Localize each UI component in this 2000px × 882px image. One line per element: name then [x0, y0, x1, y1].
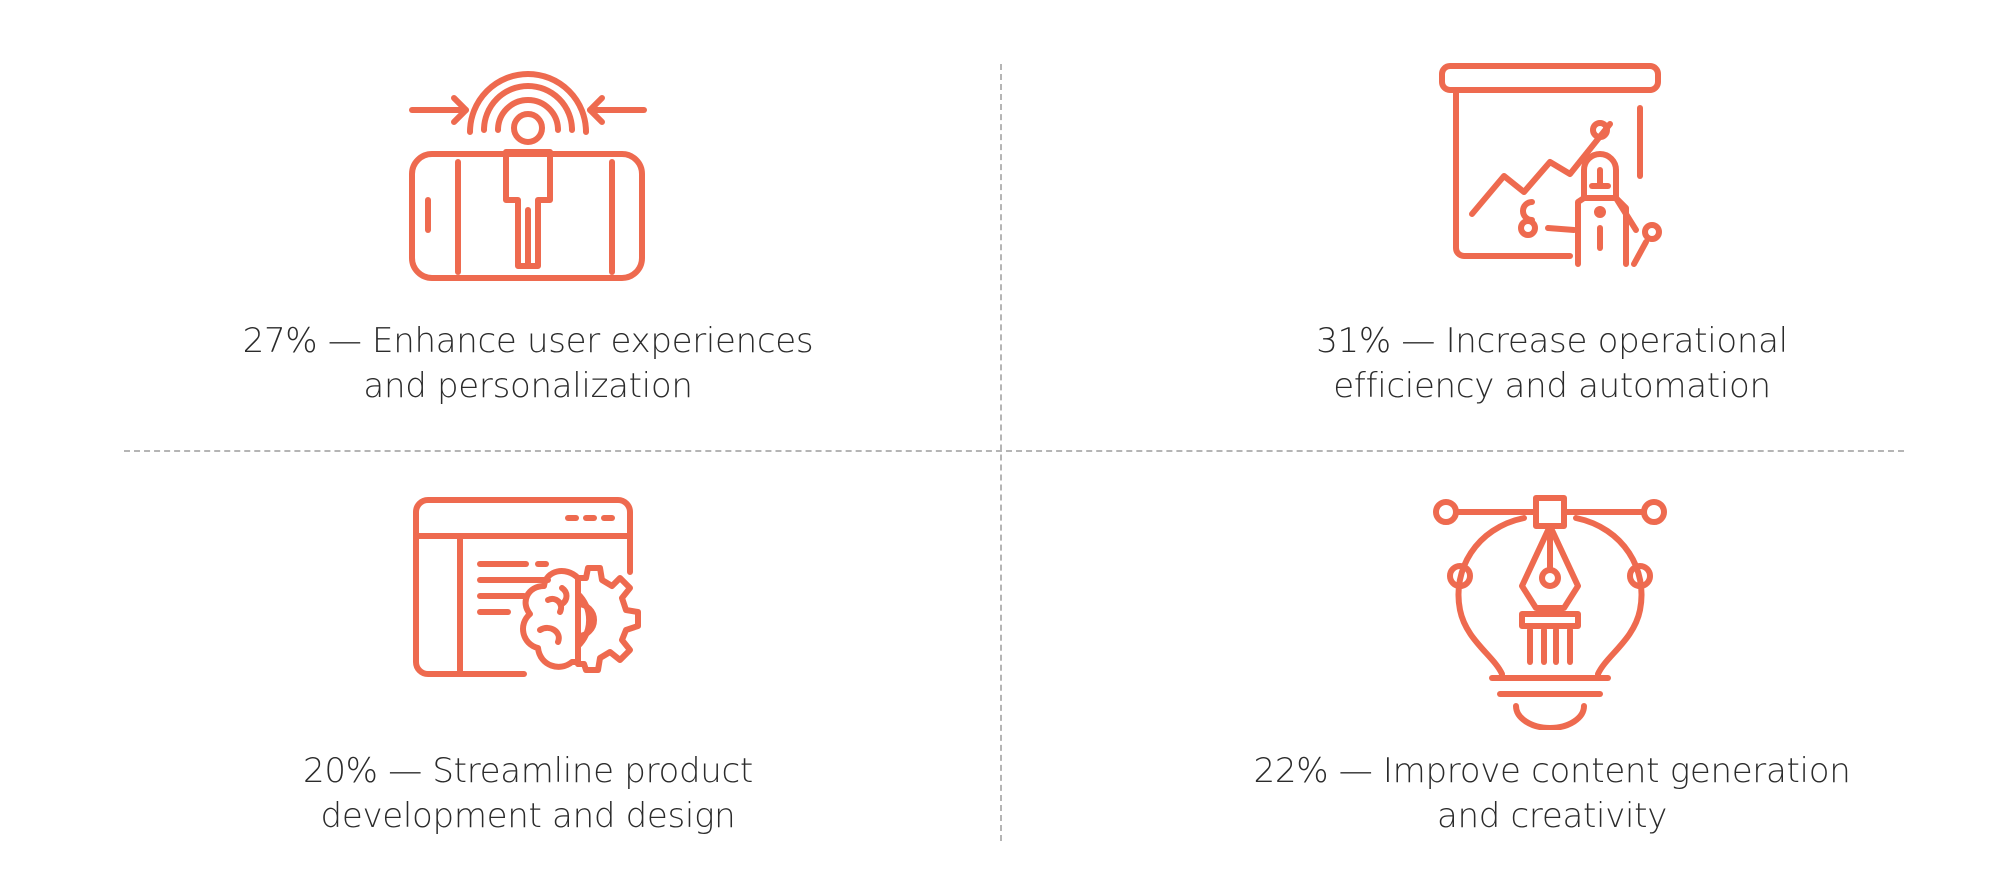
user-experience-icon — [398, 50, 658, 290]
stat-caption-user-experience: 27% — Enhance user experiences and perso… — [148, 319, 908, 409]
caption-line: and personalization — [363, 366, 693, 406]
stat-caption-product-development: 20% — Streamline product development and… — [148, 749, 908, 839]
caption-line: development and design — [320, 796, 736, 836]
caption-line: 22% — Improve content generation — [1253, 751, 1851, 791]
caption-line: 31% — Increase operational — [1316, 321, 1788, 361]
caption-line: efficiency and automation — [1333, 366, 1771, 406]
caption-line: 27% — Enhance user experiences — [242, 321, 814, 361]
presentation-analytics-icon — [1420, 52, 1680, 292]
stat-caption-content-generation: 22% — Improve content generation and cre… — [1172, 749, 1932, 839]
horizontal-divider — [124, 450, 1904, 452]
caption-line: and creativity — [1436, 796, 1668, 836]
stat-caption-operational-efficiency: 31% — Increase operational efficiency an… — [1172, 319, 1932, 409]
caption-line: 20% — Streamline product — [303, 751, 753, 791]
vertical-divider — [1000, 64, 1002, 841]
ai-product-design-icon — [398, 488, 658, 728]
creative-idea-bulb-icon — [1420, 490, 1680, 730]
